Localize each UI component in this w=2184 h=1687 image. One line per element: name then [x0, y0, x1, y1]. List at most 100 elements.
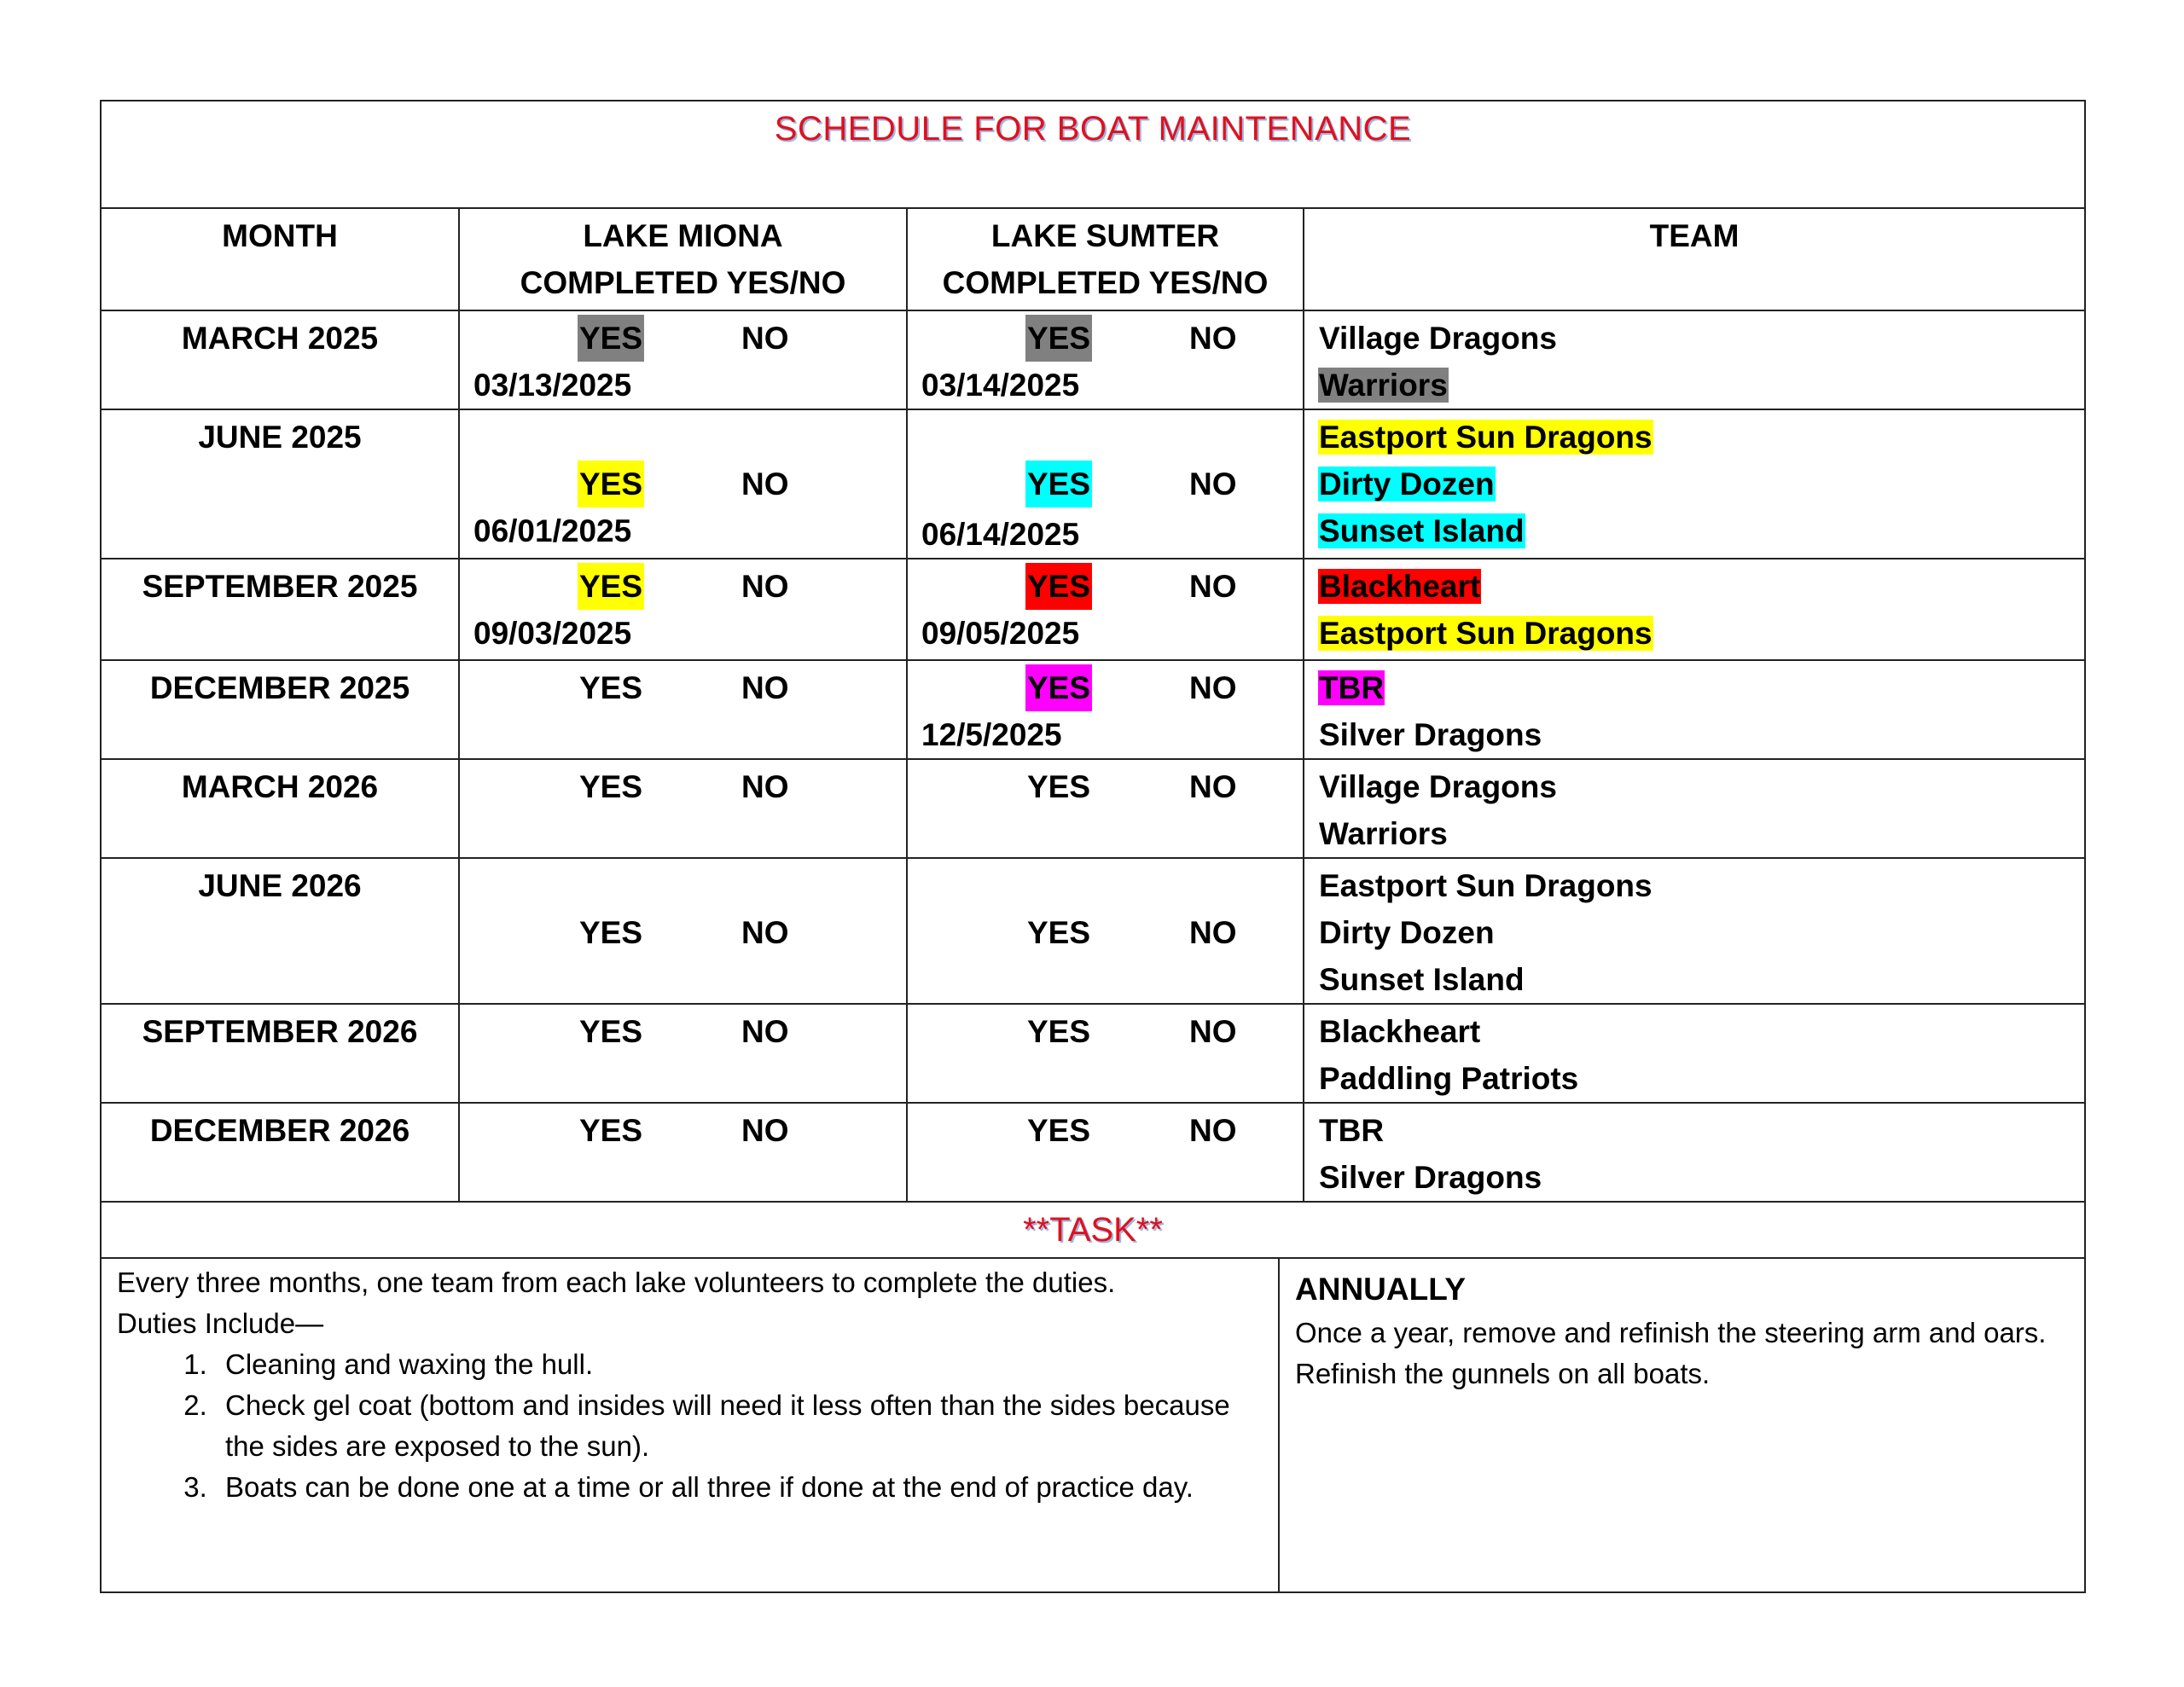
- miona-completed-date: 09/03/2025: [473, 616, 632, 651]
- annually-heading: ANNUALLY: [1295, 1272, 1467, 1307]
- month-cell: DECEMBER 2026: [100, 1102, 460, 1203]
- miona-no-option: NO: [741, 915, 789, 950]
- miona-status-cell: YES NO 06/01/2025: [458, 409, 908, 559]
- team-name: Eastport Sun Dragons: [1318, 420, 1653, 455]
- spacer: [460, 414, 906, 461]
- month-cell: JUNE 2025: [100, 409, 460, 559]
- month-cell: SEPTEMBER 2025: [100, 558, 460, 661]
- maintenance-schedule-document: SCHEDULE FOR BOAT MAINTENANCE MONTH LAKE…: [99, 100, 2087, 1593]
- table-row: DECEMBER 2025 YES NO YES NO 12/5/2025 TBR Silve…: [100, 659, 2087, 760]
- miona-no-option: NO: [741, 670, 789, 705]
- spacer: [460, 862, 906, 909]
- month-cell: MARCH 2025: [100, 310, 460, 410]
- sumter-yes-no-line: YES NO: [908, 315, 1303, 362]
- table-row: SEPTEMBER 2025 YES NO 09/03/2025 YES NO 09/05/…: [100, 558, 2087, 661]
- miona-yes-option: YES: [579, 769, 643, 804]
- miona-yes-option: YES: [578, 315, 645, 362]
- team-name: Sunset Island: [1318, 513, 1525, 548]
- table-row: DECEMBER 2026 YES NO YES NO TBR Silver Dragons: [100, 1102, 2087, 1203]
- sumter-status-cell: YES NO: [906, 1003, 1304, 1104]
- sumter-status-cell: YES NO 03/14/2025: [906, 310, 1304, 410]
- sumter-yes-no-line: YES NO: [908, 1107, 1303, 1154]
- team-name: TBR: [1319, 1113, 1385, 1148]
- sumter-no-option: NO: [1189, 915, 1237, 950]
- team-name: Silver Dragons: [1319, 1160, 1542, 1195]
- task-heading: **TASK**: [99, 1201, 2087, 1259]
- team-entry: Paddling Patriots: [1318, 1055, 2084, 1102]
- header-miona-completed: COMPLETED YES/NO: [520, 265, 846, 300]
- duties-list: Cleaning and waxing the hull. Check gel …: [117, 1344, 1263, 1508]
- team-cell: TBR Silver Dragons: [1302, 1102, 2087, 1203]
- duty-item: Boats can be done one at a time or all t…: [215, 1467, 1263, 1508]
- miona-yes-no-line: YES NO: [460, 1107, 906, 1154]
- team-entry: Dirty Dozen: [1318, 909, 2084, 956]
- team-name: TBR: [1318, 670, 1385, 705]
- team-cell: Village Dragons Warriors: [1302, 758, 2087, 859]
- sumter-completed-date: 03/14/2025: [921, 368, 1080, 403]
- team-name: Eastport Sun Dragons: [1318, 616, 1653, 651]
- table-row: SEPTEMBER 2026 YES NO YES NO Blackheart Paddli…: [100, 1003, 2087, 1104]
- miona-yes-no-line: YES NO: [460, 563, 906, 610]
- duties-label: Duties Include—: [117, 1307, 324, 1339]
- team-cell: Blackheart Paddling Patriots: [1302, 1003, 2087, 1104]
- table-row: JUNE 2025 YES NO 06/01/2025 YES NO 06/14/2025 E…: [100, 409, 2087, 559]
- miona-no-option: NO: [741, 1014, 789, 1049]
- team-entry: Blackheart: [1318, 563, 2084, 610]
- miona-no-option: NO: [741, 1113, 789, 1148]
- miona-completed-date: 03/13/2025: [473, 368, 632, 403]
- miona-yes-no-line: YES NO: [460, 763, 906, 810]
- miona-yes-option: YES: [579, 670, 643, 705]
- sumter-yes-option: YES: [1027, 1113, 1091, 1148]
- miona-yes-option: YES: [578, 563, 645, 610]
- sumter-status-cell: YES NO 12/5/2025: [906, 659, 1304, 760]
- month-cell: MARCH 2026: [100, 758, 460, 859]
- sumter-completed-date: 12/5/2025: [921, 717, 1062, 752]
- sumter-no-option: NO: [1189, 769, 1237, 804]
- team-entry: Eastport Sun Dragons: [1318, 862, 2084, 909]
- sumter-completed-date: 09/05/2025: [921, 616, 1080, 651]
- team-entry: Blackheart: [1318, 1008, 2084, 1055]
- miona-status-cell: YES NO: [458, 758, 908, 859]
- miona-completed-date: 06/01/2025: [473, 513, 632, 548]
- miona-status-cell: YES NO 09/03/2025: [458, 558, 908, 661]
- team-name: Dirty Dozen: [1319, 915, 1495, 950]
- header-team: TEAM: [1302, 207, 2087, 311]
- team-name: Warriors: [1319, 816, 1448, 851]
- miona-status-cell: YES NO: [458, 1003, 908, 1104]
- team-name: Blackheart: [1318, 569, 1482, 604]
- team-name: Warriors: [1318, 368, 1449, 403]
- sumter-yes-no-line: YES NO: [908, 563, 1303, 610]
- sumter-status-cell: YES NO: [906, 758, 1304, 859]
- sumter-yes-no-line: YES NO: [908, 909, 1303, 956]
- team-cell: Blackheart Eastport Sun Dragons: [1302, 558, 2087, 661]
- miona-no-option: NO: [741, 569, 789, 604]
- miona-yes-no-line: YES NO: [460, 664, 906, 711]
- header-month: MONTH: [100, 207, 460, 311]
- duty-item: Check gel coat (bottom and insides will …: [215, 1385, 1263, 1467]
- team-entry: Silver Dragons: [1318, 1154, 2084, 1201]
- sumter-yes-option: YES: [1027, 1014, 1091, 1049]
- team-name: Paddling Patriots: [1319, 1061, 1579, 1096]
- miona-no-option: NO: [741, 467, 789, 501]
- sumter-yes-option: YES: [1025, 315, 1093, 362]
- team-entry: TBR: [1318, 664, 2084, 711]
- header-row: MONTH LAKE MIONA COMPLETED YES/NO LAKE SU…: [100, 207, 2087, 311]
- sumter-no-option: NO: [1189, 1113, 1237, 1148]
- team-entry: Dirty Dozen: [1318, 461, 2084, 507]
- team-name: Village Dragons: [1319, 769, 1557, 804]
- team-name: Dirty Dozen: [1318, 467, 1496, 501]
- month-cell: JUNE 2026: [100, 857, 460, 1005]
- header-sumter-completed: COMPLETED YES/NO: [942, 265, 1269, 300]
- table-row: MARCH 2026 YES NO YES NO Village Dragons Warri…: [100, 758, 2087, 859]
- month-cell: SEPTEMBER 2026: [100, 1003, 460, 1104]
- miona-yes-no-line: YES NO: [460, 315, 906, 362]
- team-entry: Silver Dragons: [1318, 711, 2084, 758]
- sumter-yes-option: YES: [1025, 461, 1093, 507]
- team-entry: Village Dragons: [1318, 315, 2084, 362]
- table-row: MARCH 2025 YES NO 03/13/2025 YES NO 03/14/2025…: [100, 310, 2087, 410]
- team-cell: Village Dragons Warriors: [1302, 310, 2087, 410]
- sumter-yes-option: YES: [1027, 769, 1091, 804]
- miona-yes-option: YES: [578, 461, 645, 507]
- header-miona-name: LAKE MIONA: [583, 218, 783, 253]
- team-name: Sunset Island: [1319, 962, 1525, 997]
